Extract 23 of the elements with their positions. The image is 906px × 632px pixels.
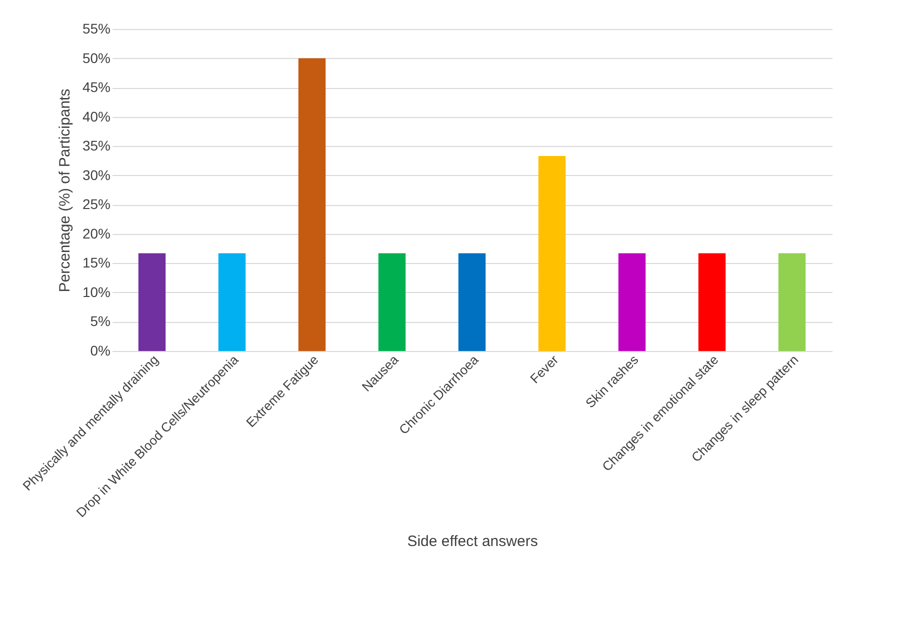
y-tick-label: 50% <box>82 50 110 66</box>
y-tick-label: 35% <box>82 138 110 154</box>
y-tick-label: 20% <box>82 225 110 242</box>
x-axis-title: Side effect answers <box>407 533 538 550</box>
y-tick-label: 0% <box>90 342 110 358</box>
y-tick-label: 40% <box>82 108 110 124</box>
bar <box>458 253 486 351</box>
y-axis-title: Percentage (%) of Participants <box>56 88 74 292</box>
y-tick-label: 45% <box>82 79 110 96</box>
bar <box>698 253 726 351</box>
bar <box>538 156 566 351</box>
y-tick-label: 25% <box>82 196 110 212</box>
y-tick-label: 55% <box>82 20 110 36</box>
bar <box>138 253 166 351</box>
y-tick-label: 5% <box>90 313 110 330</box>
bar <box>218 253 246 351</box>
y-tick-label: 10% <box>82 284 110 300</box>
bar <box>778 253 806 351</box>
bar <box>618 253 646 351</box>
y-tick-label: 30% <box>82 166 110 183</box>
bar <box>378 253 406 351</box>
bar <box>298 58 326 351</box>
y-tick-label: 15% <box>82 254 110 271</box>
